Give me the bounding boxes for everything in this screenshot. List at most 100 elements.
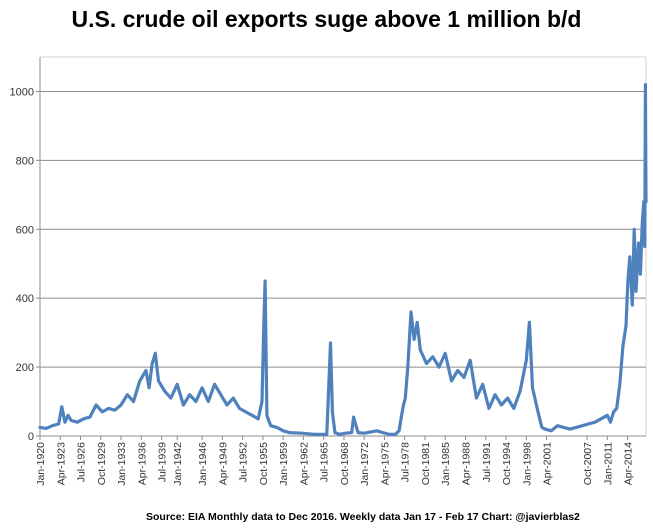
data-point <box>629 255 631 258</box>
data-point <box>67 414 69 417</box>
data-point <box>350 431 353 434</box>
data-point <box>329 342 332 344</box>
data-point <box>587 423 590 425</box>
data-point <box>313 433 316 436</box>
data-point <box>363 432 366 435</box>
data-point <box>176 383 178 386</box>
data-point <box>494 393 496 396</box>
data-point <box>145 369 147 372</box>
gridlines <box>40 56 647 436</box>
data-point <box>641 221 644 224</box>
data-point <box>39 426 41 429</box>
x-tick-label: Jan-1946 <box>197 442 209 486</box>
data-point <box>556 424 559 427</box>
x-tick-label: Apr-1949 <box>217 442 229 485</box>
data-point <box>398 430 400 432</box>
data-point <box>382 431 384 434</box>
x-tick-label: Jan-1933 <box>116 442 128 486</box>
x-tick-label: Oct-1929 <box>96 442 108 485</box>
data-point <box>182 404 185 406</box>
data-point <box>622 345 624 348</box>
data-point <box>402 404 405 406</box>
data-point <box>70 419 72 422</box>
x-tick-label: Apr-1936 <box>136 442 148 485</box>
data-point <box>619 383 621 386</box>
y-tick-label-0: 0 <box>28 431 34 443</box>
data-point <box>506 397 509 399</box>
data-point <box>416 321 419 324</box>
data-point <box>101 411 104 413</box>
data-point <box>525 359 528 362</box>
data-point <box>541 426 543 429</box>
data-point <box>550 430 552 432</box>
data-point <box>528 321 531 324</box>
data-point <box>139 380 141 382</box>
data-point <box>581 424 584 427</box>
source-note: Source: EIA Monthly data to Dec 2016. We… <box>146 511 580 523</box>
data-point <box>635 290 637 293</box>
data-point <box>301 432 303 435</box>
data-point <box>456 369 459 372</box>
x-tick-label: Apr-1975 <box>379 442 391 485</box>
data-point <box>261 400 263 403</box>
chart-title: U.S. crude oil exports suge above 1 mill… <box>71 6 582 32</box>
data-point <box>469 359 472 362</box>
data-point <box>288 431 291 434</box>
data-point <box>645 200 647 203</box>
x-axis-ticks: Jan-1920 Apr-1923 Jul-1926 Oct-1929 Jan-1933… <box>35 436 635 486</box>
data-point <box>637 242 640 244</box>
x-tick-label: Oct-1994 <box>501 442 513 485</box>
x-tick-label: Oct-1955 <box>258 442 270 485</box>
data-point <box>331 411 334 413</box>
data-point <box>606 414 609 417</box>
y-tick-label-800: 800 <box>16 155 34 167</box>
data-point <box>500 404 503 406</box>
data-point <box>257 418 260 420</box>
data-point <box>644 83 647 86</box>
x-tick-label: Apr-1923 <box>55 442 67 485</box>
x-tick-label: Jan-2011 <box>602 442 614 485</box>
data-point <box>232 397 235 399</box>
data-point <box>407 366 409 368</box>
data-point <box>82 418 85 420</box>
data-point <box>276 426 278 429</box>
data-point <box>344 432 347 435</box>
data-point <box>64 421 66 424</box>
data-point <box>612 411 615 413</box>
data-point <box>338 433 341 436</box>
x-tick-label: Jul-1926 <box>76 442 88 482</box>
data-point <box>226 404 228 406</box>
data-point <box>519 390 521 393</box>
data-point <box>114 409 116 412</box>
data-point <box>352 416 355 418</box>
data-point <box>263 324 265 327</box>
data-point <box>126 393 129 396</box>
y-tick-label-1000: 1000 <box>10 86 34 98</box>
data-point <box>450 380 453 382</box>
data-point <box>207 400 210 403</box>
data-point <box>513 407 515 410</box>
x-tick-label: Jan-1972 <box>359 442 371 486</box>
x-tick-label: Apr-2014 <box>623 442 635 485</box>
data-point <box>413 338 415 341</box>
data-point <box>266 414 268 417</box>
x-tick-label: Jul-1952 <box>238 442 250 482</box>
y-axis-ticks: 0 200 400 600 800 1000 <box>10 86 40 443</box>
y-tick-label-600: 600 <box>16 224 34 236</box>
data-point <box>357 431 359 434</box>
data-point <box>334 431 336 434</box>
data-point <box>410 311 412 313</box>
data-point <box>531 387 534 389</box>
data-point <box>157 380 160 382</box>
data-point <box>282 430 284 432</box>
x-tick-label: Jan-1985 <box>440 442 452 486</box>
data-point <box>594 421 596 424</box>
data-point <box>625 324 627 327</box>
y-tick-label-200: 200 <box>16 362 34 374</box>
x-tick-label: Jul-1965 <box>319 442 331 482</box>
data-point <box>438 366 440 368</box>
data-point <box>463 376 465 379</box>
data-point <box>45 427 47 430</box>
data-point <box>643 200 645 203</box>
data-point <box>132 400 135 403</box>
